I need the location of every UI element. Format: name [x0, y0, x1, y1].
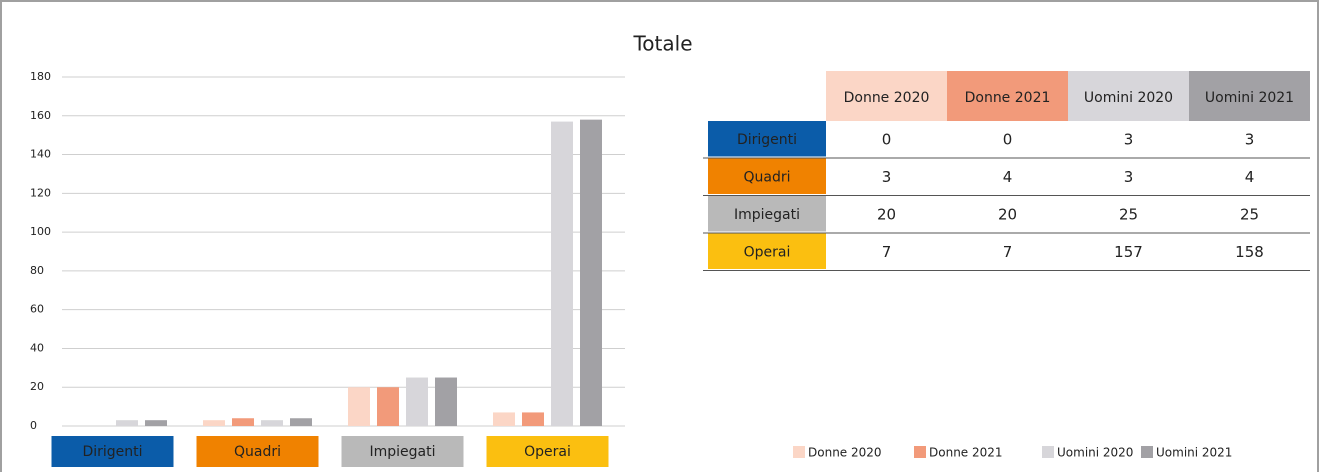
- legend-label: Donne 2020: [808, 446, 882, 460]
- legend-swatch: [914, 446, 926, 458]
- table-row-label-box: [708, 121, 826, 157]
- y-tick-label: 140: [30, 148, 51, 161]
- table-row-label-box: [708, 196, 826, 232]
- y-tick-label: 0: [30, 419, 37, 432]
- y-tick-label: 60: [30, 303, 44, 316]
- legend-swatch: [1042, 446, 1054, 458]
- table-cell: 25: [1119, 205, 1138, 223]
- bar: [435, 377, 457, 426]
- table-header: Donne 2021: [965, 90, 1051, 106]
- table-row-label: Impiegati: [734, 207, 800, 223]
- table-cell: 158: [1235, 243, 1264, 261]
- legend-label: Uomini 2021: [1156, 446, 1232, 460]
- bar: [116, 420, 138, 426]
- table-cell: 3: [882, 168, 892, 186]
- y-tick-label: 20: [30, 380, 44, 393]
- y-tick-label: 180: [30, 70, 51, 83]
- table-cell: 3: [1124, 168, 1134, 186]
- bar: [232, 418, 254, 426]
- table-header: Uomini 2021: [1205, 90, 1294, 106]
- table-header-cell: [826, 71, 947, 121]
- y-tick-label: 160: [30, 109, 51, 122]
- table-row-label: Quadri: [743, 169, 790, 185]
- table-header-cell: [1068, 71, 1189, 121]
- table-cell: 157: [1114, 243, 1143, 261]
- table-row-label-box: [708, 233, 826, 269]
- x-tick-label: Impiegati: [369, 444, 435, 460]
- table-cell: 7: [882, 243, 892, 261]
- table-cell: 0: [1003, 130, 1013, 148]
- bar: [377, 387, 399, 426]
- table-cell: 4: [1245, 168, 1255, 186]
- y-tick-label: 40: [30, 341, 44, 354]
- table-header: Uomini 2020: [1084, 90, 1173, 106]
- category-box: [51, 436, 174, 467]
- table-header-cell: [947, 71, 1068, 121]
- category-box: [486, 436, 609, 467]
- bar: [522, 412, 544, 426]
- table-row-label: Operai: [744, 244, 791, 260]
- table-header-cell: [1189, 71, 1310, 121]
- bar: [406, 377, 428, 426]
- y-tick-label: 120: [30, 186, 51, 199]
- table-cell: 25: [1240, 205, 1259, 223]
- bar: [580, 119, 602, 427]
- table-row-label: Dirigenti: [737, 132, 797, 148]
- x-tick-label: Operai: [524, 444, 571, 460]
- category-box: [196, 436, 319, 467]
- legend-swatch: [1141, 446, 1153, 458]
- table-header: Donne 2020: [844, 90, 930, 106]
- x-tick-label: Quadri: [234, 444, 281, 460]
- table-cell: 4: [1003, 168, 1013, 186]
- table-cell: 20: [877, 205, 896, 223]
- bar: [493, 412, 515, 426]
- bar: [551, 121, 573, 426]
- x-tick-label: Dirigenti: [82, 444, 142, 460]
- bar: [261, 420, 283, 426]
- table-cell: 3: [1245, 130, 1255, 148]
- legend-swatch: [793, 446, 805, 458]
- bar: [290, 418, 312, 426]
- table-cell: 3: [1124, 130, 1134, 148]
- table-cell: 7: [1003, 243, 1013, 261]
- table-cell: 20: [998, 205, 1017, 223]
- y-tick-label: 100: [30, 225, 51, 238]
- bar: [348, 387, 370, 426]
- y-tick-label: 80: [30, 264, 44, 277]
- category-box: [341, 436, 464, 467]
- bar: [203, 420, 225, 426]
- table-cell: 0: [882, 130, 892, 148]
- legend-label: Uomini 2020: [1057, 446, 1133, 460]
- chart-title: Totale: [632, 32, 692, 56]
- table-row-label-box: [708, 158, 826, 194]
- bar: [145, 420, 167, 426]
- legend-label: Donne 2021: [929, 446, 1003, 460]
